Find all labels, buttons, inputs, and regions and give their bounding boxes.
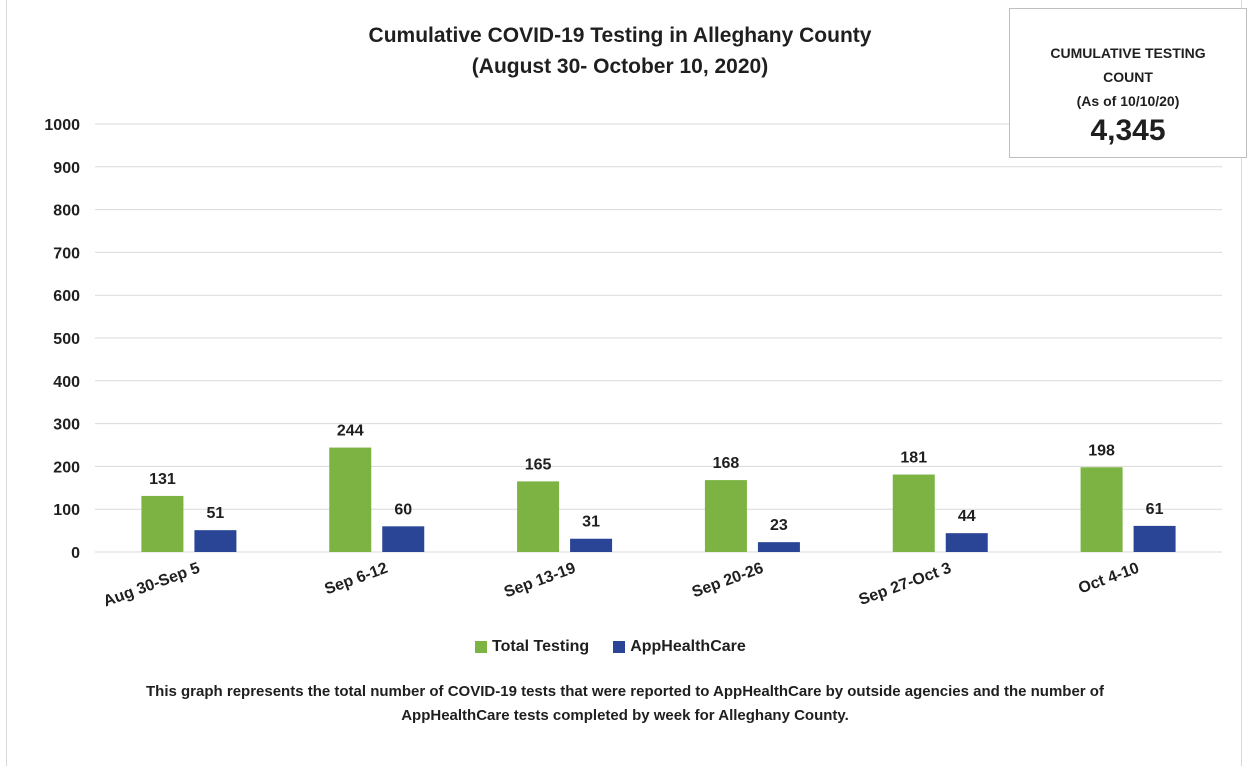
bar-total-testing <box>1080 467 1123 552</box>
callout-label-line3: (As of 10/10/20) <box>1076 93 1180 109</box>
y-tick-label: 900 <box>53 160 80 177</box>
x-tick-label: Sep 20-26 <box>690 560 766 602</box>
data-label-apphealthcare: 60 <box>394 501 412 518</box>
chart-legend: Total Testing AppHealthCare <box>475 638 770 656</box>
x-tick-label: Sep 13-19 <box>502 560 578 602</box>
data-label-total-testing: 244 <box>337 423 364 440</box>
y-tick-label: 1000 <box>44 117 80 134</box>
y-tick-label: 500 <box>53 331 80 348</box>
y-tick-label: 300 <box>53 417 80 434</box>
data-label-total-testing: 181 <box>900 450 927 467</box>
chart-title: Cumulative COVID-19 Testing in Alleghany… <box>368 24 872 47</box>
bar-chart: 131 51 244 60 165 31 168 23 181 44 198 61 0 100 200 30… <box>44 117 1222 611</box>
data-label-total-testing: 165 <box>525 456 552 473</box>
y-tick-label: 800 <box>53 203 80 220</box>
legend-label-apphealthcare: AppHealthCare <box>630 638 746 655</box>
data-label-apphealthcare: 44 <box>958 508 976 525</box>
chart-caption: This graph represents the total number o… <box>50 680 1200 728</box>
data-label-apphealthcare: 23 <box>770 517 788 534</box>
x-tick-label: Sep 6-12 <box>322 560 390 599</box>
x-tick-label: Oct 4-10 <box>1076 560 1141 598</box>
bar-total-testing <box>892 474 935 552</box>
data-label-total-testing: 168 <box>713 455 740 472</box>
y-tick-label: 0 <box>71 545 80 562</box>
legend-item-apphealthcare: AppHealthCare <box>613 638 746 656</box>
bar-apphealthcare <box>570 538 613 552</box>
data-label-total-testing: 131 <box>149 471 176 488</box>
legend-label-total: Total Testing <box>492 638 590 655</box>
callout-label-line1: CUMULATIVE TESTING <box>1050 45 1206 61</box>
data-label-apphealthcare: 51 <box>207 505 225 522</box>
cumulative-count-callout: CUMULATIVE TESTING COUNT (As of 10/10/20… <box>1009 8 1247 158</box>
y-tick-label: 100 <box>53 502 80 519</box>
data-label-total-testing: 198 <box>1088 442 1115 459</box>
bar-total-testing <box>704 480 747 552</box>
bar-apphealthcare <box>382 526 425 552</box>
chart-title-block: Cumulative COVID-19 Testing in Alleghany… <box>300 20 940 82</box>
bar-total-testing <box>141 495 184 552</box>
caption-line1: This graph represents the total number o… <box>146 683 1104 700</box>
bar-apphealthcare <box>194 530 237 552</box>
bar-total-testing <box>329 447 372 552</box>
legend-swatch-apphealthcare <box>613 641 626 653</box>
legend-item-total: Total Testing <box>475 638 589 656</box>
callout-label-line2: COUNT <box>1103 69 1153 85</box>
y-tick-label: 600 <box>53 288 80 305</box>
data-label-apphealthcare: 31 <box>582 514 600 531</box>
y-tick-label: 400 <box>53 374 80 391</box>
caption-line2: AppHealthCare tests completed by week fo… <box>401 707 849 724</box>
chart-frame <box>6 0 1242 766</box>
y-tick-label: 200 <box>53 459 80 476</box>
bar-apphealthcare <box>757 542 800 552</box>
bar-apphealthcare <box>945 533 988 552</box>
data-label-apphealthcare: 61 <box>1146 501 1164 518</box>
x-tick-label: Sep 27-Oct 3 <box>857 560 954 609</box>
legend-swatch-total <box>475 641 487 653</box>
bar-apphealthcare <box>1133 525 1176 552</box>
chart-subtitle: (August 30- October 10, 2020) <box>471 55 769 78</box>
callout-count: 4,345 <box>1090 114 1166 147</box>
callout-label: CUMULATIVE TESTING COUNT (As of 10/10/20… <box>1010 41 1246 113</box>
y-tick-label: 700 <box>53 245 80 262</box>
bar-total-testing <box>517 481 560 552</box>
x-tick-label: Aug 30-Sep 5 <box>101 560 202 611</box>
